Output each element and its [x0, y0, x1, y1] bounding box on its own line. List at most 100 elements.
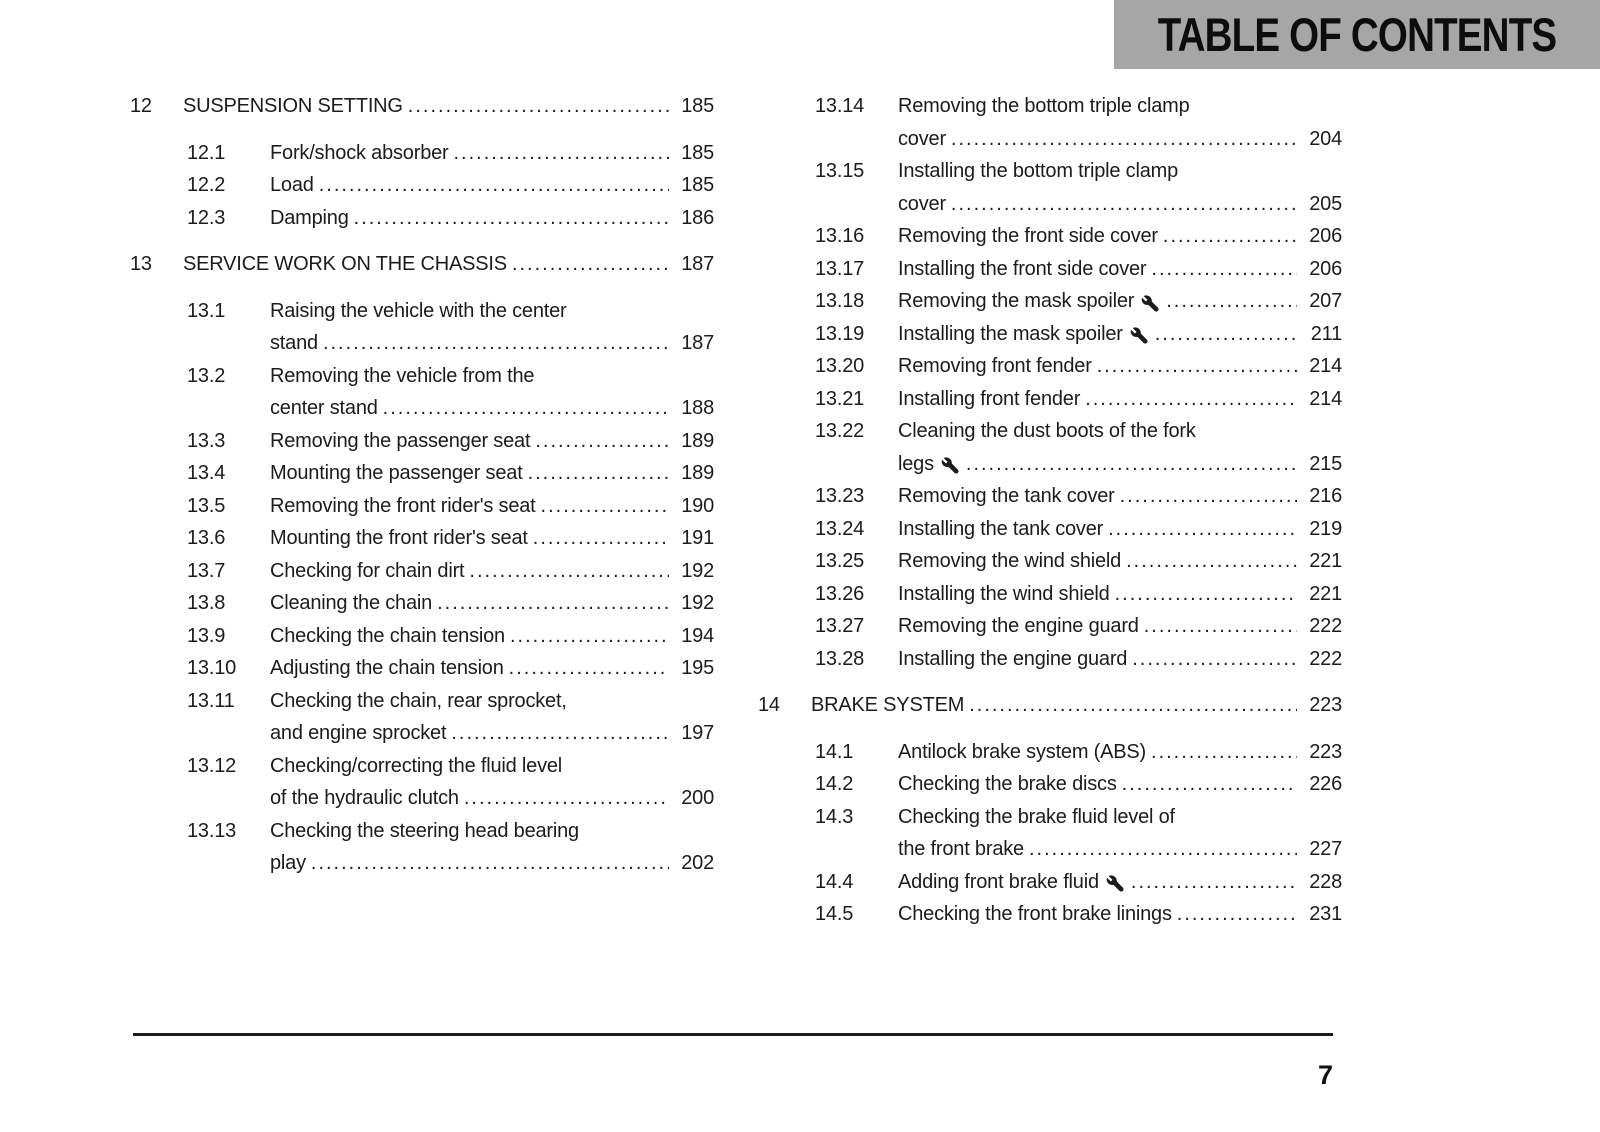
page-ref: 197: [681, 722, 714, 744]
page-ref: 189: [681, 462, 714, 484]
entry-title: Removing the vehicle from the: [270, 364, 535, 387]
toc-entry-row: 13.9 Checking the chain tension 194: [130, 620, 714, 653]
entry-number: 13.1: [187, 299, 226, 322]
toc-chapter-row: 12 SUSPENSION SETTING 185: [130, 90, 714, 123]
entry-title: Checking the front brake linings: [898, 903, 1172, 925]
dot-leader: [1097, 350, 1297, 383]
entry-title: Removing front fender: [898, 355, 1092, 377]
dot-leader: [1085, 383, 1297, 416]
toc-entry-row: 13.24 Installing the tank cover 219: [758, 513, 1342, 546]
entry-title: and engine sprocket: [270, 722, 447, 744]
toc-entry-row: 13.26 Installing the wind shield 221: [758, 578, 1342, 611]
dot-leader: [1131, 866, 1297, 899]
dot-leader: [966, 448, 1297, 481]
dot-leader: [535, 425, 669, 458]
dot-leader: [354, 202, 669, 235]
page-ref: 185: [681, 141, 714, 164]
entry-number: 14.2: [815, 773, 854, 795]
entry-title: Removing the passenger seat: [270, 429, 531, 452]
entry-number: 13.28: [815, 647, 865, 670]
entry-title: Adjusting the chain tension: [270, 657, 504, 679]
entry-number: 13.7: [187, 559, 226, 582]
entry-title: Fork/shock absorber: [270, 141, 449, 164]
dot-leader: [319, 169, 669, 202]
toc-entry-row: 13.20 Removing front fender 214: [758, 350, 1342, 383]
page-ref: 231: [1309, 903, 1342, 925]
page-ref: 214: [1309, 355, 1342, 377]
toc-section: 14 BRAKE SYSTEM 223 14.1 Antilock brake syst…: [758, 689, 1342, 931]
entry-number: 12.1: [187, 141, 226, 164]
entry-title: Load: [270, 174, 314, 196]
toc-entry-row: 13.4 Mounting the passenger seat 189: [130, 457, 714, 490]
toc-chapter-row: 13 SERVICE WORK ON THE CHASSIS 187: [130, 248, 714, 281]
dot-leader: [1132, 643, 1297, 676]
entry-number: 13.17: [815, 257, 865, 280]
toc-entry-row: 13.2 Removing the vehicle from the: [130, 360, 714, 393]
entry-title: Removing the tank cover: [898, 485, 1115, 507]
chapter-title: SERVICE WORK ON THE CHASSIS: [183, 253, 507, 275]
page-ref: 221: [1309, 582, 1342, 605]
dot-leader: [969, 689, 1297, 722]
toc-entry-row: center stand 188: [130, 392, 714, 425]
page-ref: 211: [1310, 322, 1342, 345]
toc-entry-row: 14.4 Adding front brake fluid 228: [758, 866, 1342, 899]
dot-leader: [451, 717, 669, 750]
toc-entry-row: 12.1 Fork/shock absorber 185: [130, 137, 714, 170]
toc-entry-row: 13.10 Adjusting the chain tension 195: [130, 652, 714, 685]
entry-number: 13.15: [815, 160, 865, 182]
toc-section: 12 SUSPENSION SETTING 185 12.1 Fork/shock ab…: [130, 90, 714, 234]
dot-leader: [512, 248, 669, 281]
dot-leader: [437, 587, 669, 620]
chapter-number: 12: [130, 95, 152, 117]
toc-entry-row: 13.13 Checking the steering head bearing: [130, 815, 714, 848]
chapter-title: SUSPENSION SETTING: [183, 95, 403, 117]
toc-entry-row: 13.15 Installing the bottom triple clamp: [758, 155, 1342, 188]
entry-title: Removing the mask spoiler: [898, 290, 1135, 312]
page-ref: 214: [1309, 387, 1342, 410]
entry-number: 12.2: [187, 174, 226, 196]
page-ref: 186: [681, 206, 714, 229]
toc-entry-row: 13.11 Checking the chain, rear sprocket,: [130, 685, 714, 718]
entry-title: Checking the brake fluid level of: [898, 805, 1175, 828]
entry-number: 13.8: [187, 592, 226, 614]
wrench-icon: [1130, 327, 1149, 346]
page-ref: 205: [1309, 192, 1342, 215]
dot-leader: [1155, 318, 1297, 351]
page-ref: 191: [681, 527, 714, 549]
entry-title: Adding front brake fluid: [898, 870, 1099, 893]
toc-entry-row: legs 215: [758, 448, 1342, 481]
toc-entry-row: 13.12 Checking/correcting the fluid level: [130, 750, 714, 783]
page-ref: 216: [1309, 485, 1342, 507]
footer-page-number: 7: [1317, 1060, 1333, 1090]
entry-title: Installing the bottom triple clamp: [898, 160, 1179, 182]
page-ref: 189: [681, 429, 714, 452]
entry-number: 14.4: [815, 870, 854, 893]
dot-leader: [1029, 833, 1297, 866]
page-ref: 221: [1309, 550, 1342, 572]
page-ref: 223: [1309, 694, 1342, 716]
dot-leader: [1144, 610, 1297, 643]
dot-leader: [1108, 513, 1297, 546]
entry-title: Raising the vehicle with the center: [270, 299, 567, 322]
page-ref: 202: [681, 852, 714, 874]
entry-title: Installing the tank cover: [898, 517, 1104, 540]
toc-entry-row: 13.21 Installing front fender 214: [758, 383, 1342, 416]
page-ref: 222: [1309, 647, 1342, 670]
entry-title: cover: [898, 127, 946, 150]
entry-title: Checking the chain tension: [270, 624, 505, 647]
entry-number: 13.20: [815, 355, 865, 377]
toc-column: 12 SUSPENSION SETTING 185 12.1 Fork/shock ab…: [130, 90, 714, 880]
dot-leader: [408, 90, 669, 123]
entry-title: Cleaning the dust boots of the fork: [898, 420, 1196, 442]
dot-leader: [1120, 480, 1297, 513]
entry-title: of the hydraulic clutch: [270, 787, 459, 809]
toc-entry-row: 13.7 Checking for chain dirt 192: [130, 555, 714, 588]
toc-entry-row: 14.1 Antilock brake system (ABS) 223: [758, 736, 1342, 769]
page-ref: 227: [1309, 838, 1342, 860]
toc-entry-row: cover 204: [758, 123, 1342, 156]
page-ref: 204: [1309, 127, 1342, 150]
entry-title: Checking the brake discs: [898, 773, 1117, 795]
entry-title: Removing the front rider's seat: [270, 494, 536, 517]
chapter-number: 14: [758, 694, 780, 716]
